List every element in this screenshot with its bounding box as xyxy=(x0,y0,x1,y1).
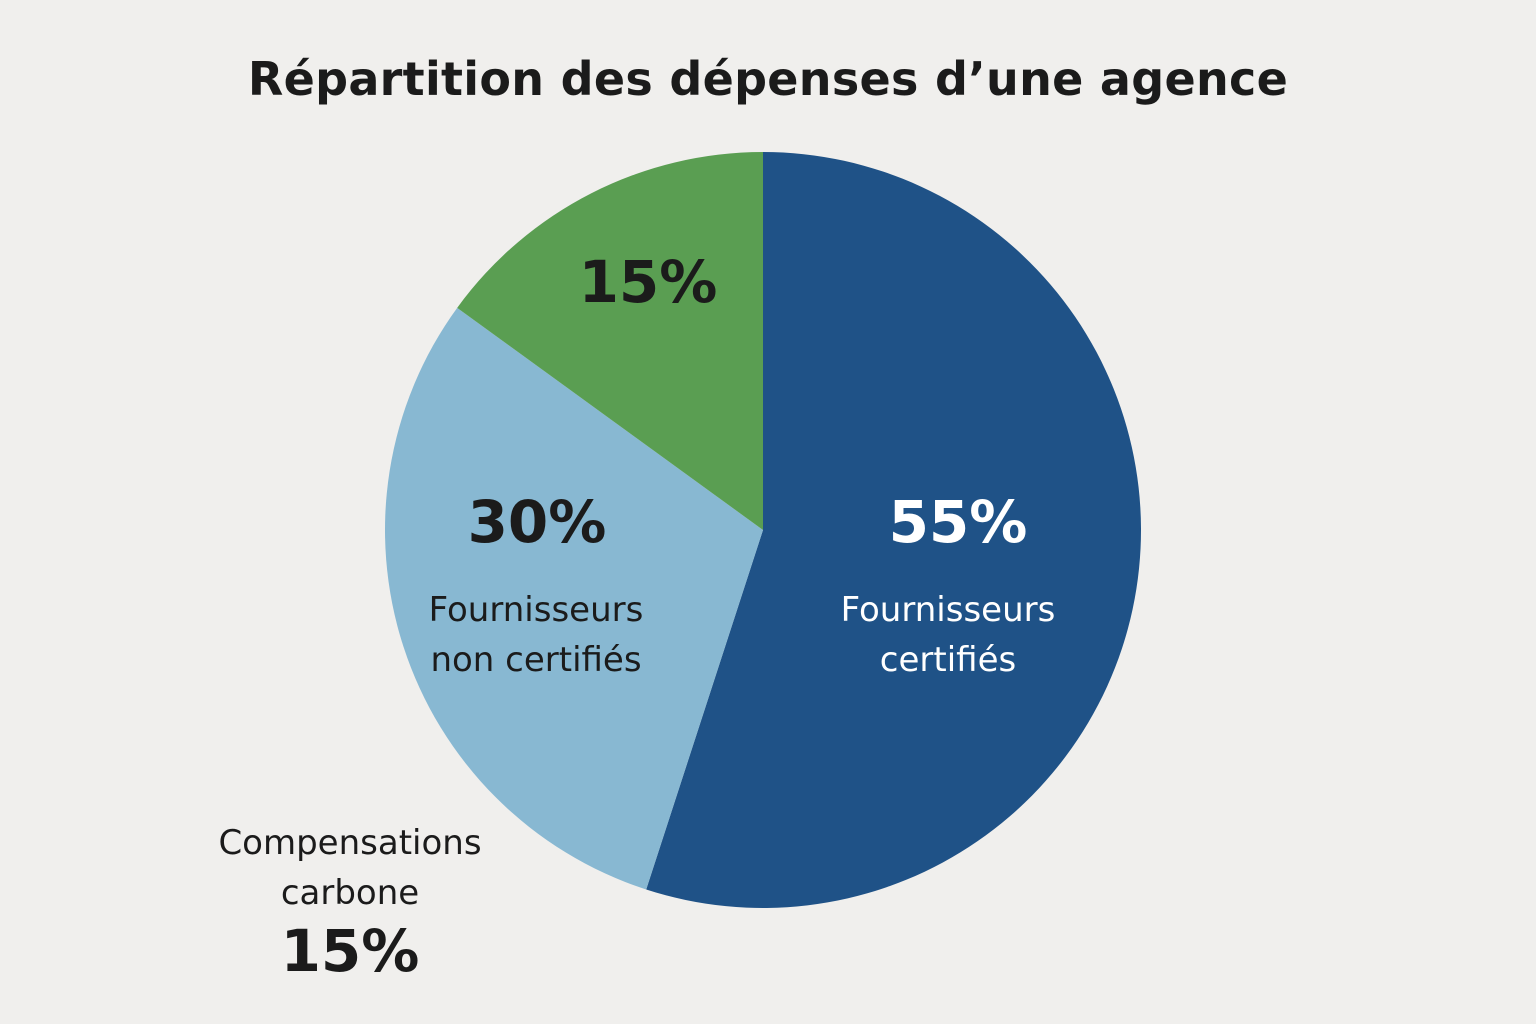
slice-carbon-label-line2: carbone xyxy=(281,873,419,913)
slice-noncertified-label-line1: Fournisseurs xyxy=(429,590,644,630)
slice-certified xyxy=(646,152,1141,908)
slice-certified-label-line2: certifiés xyxy=(880,640,1016,680)
slice-carbon-percent: 15% xyxy=(579,248,718,316)
slice-noncertified-label-line2: non certifiés xyxy=(430,640,641,680)
slice-certified-percent: 55% xyxy=(889,488,1028,556)
slice-carbon-outer-percent: 15% xyxy=(281,917,420,985)
pie-slices xyxy=(385,152,1141,908)
slice-carbon-label-line1: Compensations xyxy=(218,823,481,863)
slice-carbon xyxy=(457,152,763,530)
slice-noncertified-percent: 30% xyxy=(468,488,607,556)
chart-title: Répartition des dépenses d’une agence xyxy=(247,52,1289,106)
slice-noncertified xyxy=(385,307,763,890)
slice-certified-label-line1: Fournisseurs xyxy=(841,590,1056,630)
